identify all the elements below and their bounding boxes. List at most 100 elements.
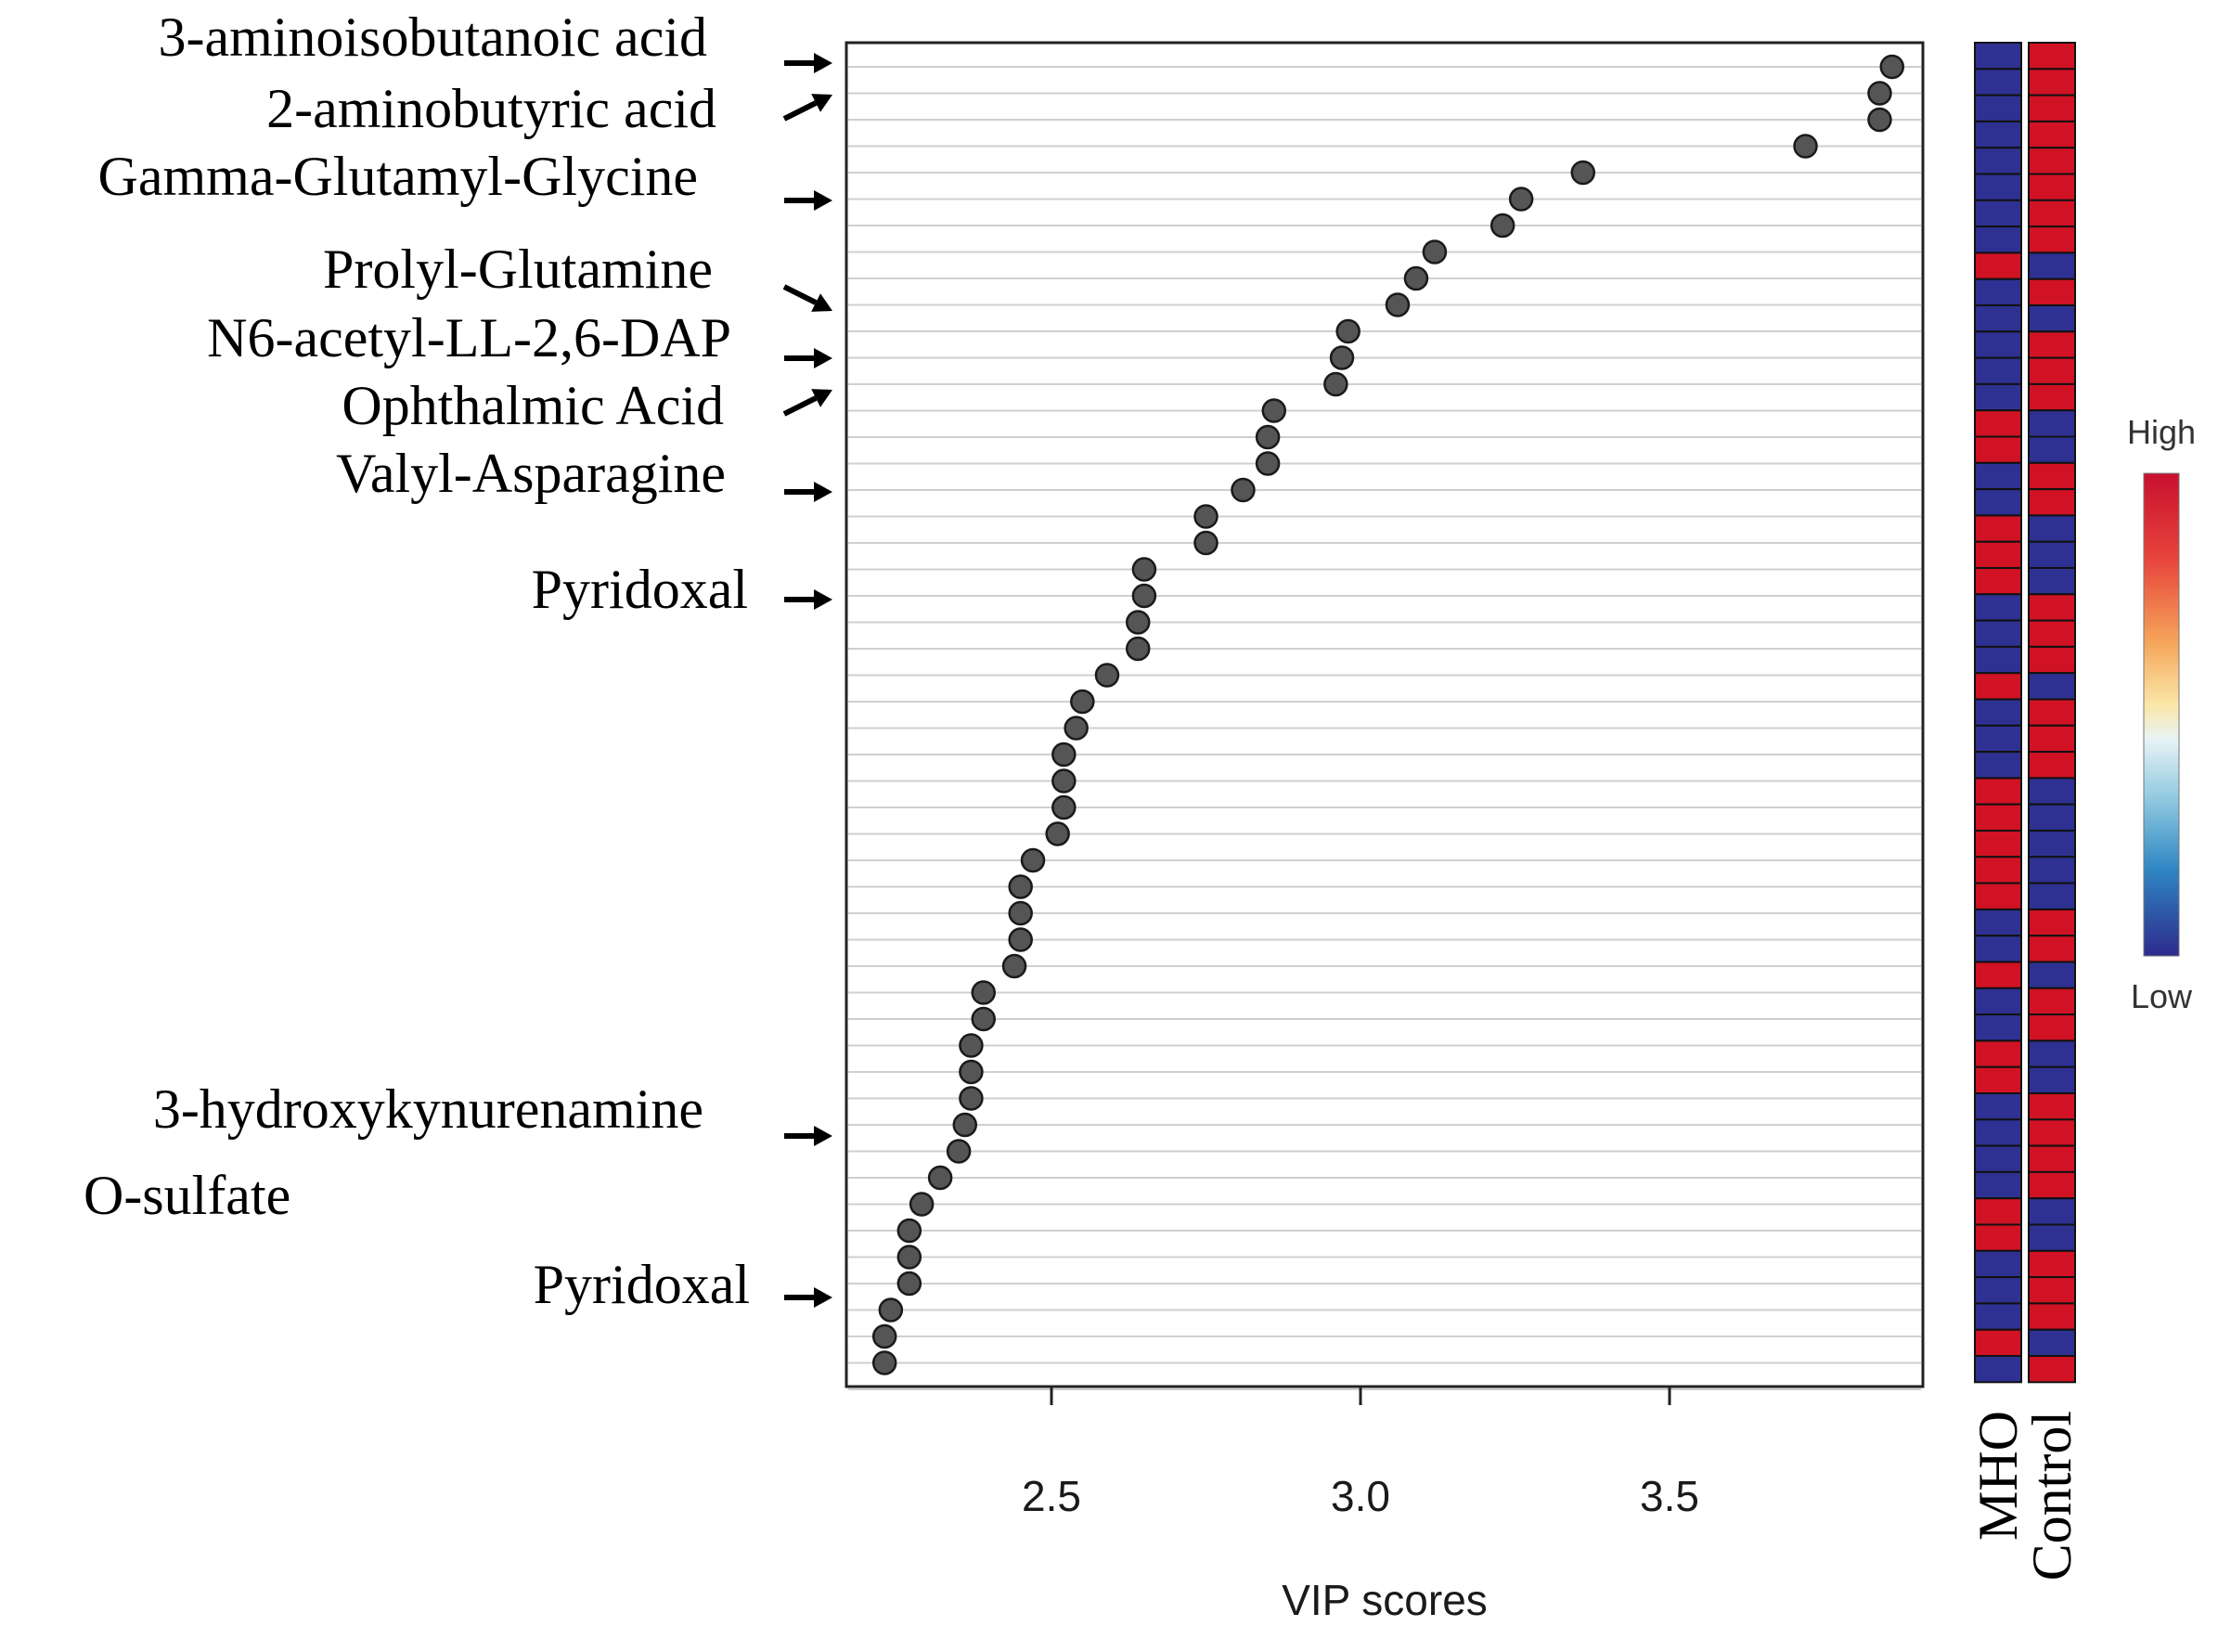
heatmap-cell [1974,567,2022,596]
heatmap-cell [1974,514,2022,543]
vip-point [1125,610,1151,635]
heatmap-cell [1974,1013,2022,1042]
heatmap-cell [2028,356,2076,385]
heatmap-cell [2028,724,2076,754]
heatmap-cell [1974,409,2022,438]
heatmap-cell [1974,1249,2022,1279]
heatmap-cell [2028,803,2076,832]
heatmap-cell [2028,461,2076,491]
heatmap-cell [2028,882,2076,910]
vip-point [871,1323,897,1349]
heatmap-cell [1974,830,2022,858]
vip-point [1329,345,1355,370]
vip-point [1051,742,1077,768]
heatmap-cell [2028,382,2076,412]
heatmap-cell [1974,777,2022,806]
heatmap-cell [1974,540,2022,570]
metabolite-label: Pyridoxal [532,559,748,620]
heatmap-cell [2028,199,2076,228]
annotation-arrow [782,389,832,417]
vip-point [1489,213,1515,239]
heatmap-cell [1974,856,2022,884]
heatmap-cell [1974,987,2022,1016]
x-ticks: 2.5 3.0 3.5 [1022,1387,1699,1520]
vip-point [871,1350,897,1375]
heatmap-cell [1974,488,2022,517]
heatmap-cell [1974,1065,2022,1094]
heatmap-cell [2028,987,2076,1016]
vip-point [1131,557,1157,582]
heatmap-cell [1974,226,2022,254]
vip-point [959,1033,984,1058]
heatmap-cell [1974,120,2022,149]
heatmap-cell [1974,147,2022,175]
heatmap-cell [2028,226,2076,254]
vip-point [1323,371,1348,397]
metabolite-label: 3-aminoisobutanoic acid [158,6,707,68]
heatmap-cell [2028,1249,2076,1279]
heatmap-cell [2028,935,2076,963]
heatmap-cell [2028,672,2076,701]
scale-high-label: High [2127,413,2196,451]
heatmap-cell [1974,751,2022,780]
vip-point [909,1192,935,1217]
metabolite-label: Prolyl-Glutamine [323,239,713,300]
group-label: Control [2021,1411,2083,1581]
annotation-arrow [784,1287,832,1308]
vip-point [896,1218,922,1244]
vip-point [1008,900,1033,926]
heatmap-cell [2028,1223,2076,1252]
vip-point [1261,398,1287,423]
heatmap-cell [1974,252,2022,280]
vip-point [1508,187,1534,212]
vip-point [971,1006,996,1032]
heatmap-cell [1974,1092,2022,1121]
annotation-arrow [784,589,832,610]
heatmap-cell [1974,304,2022,333]
vip-point [1403,265,1429,291]
vip-point [896,1245,922,1270]
heatmap-cell [1974,1144,2022,1173]
heatmap-cell [2028,277,2076,307]
vip-point [1051,768,1077,794]
x-tick-label: 3.5 [1640,1472,1699,1520]
metabolite-label: Gamma-Glutamyl-Glycine [98,146,698,207]
heatmap-cell [1974,935,2022,963]
metabolite-label: Pyridoxal [534,1254,750,1315]
heatmap-cell [1974,961,2022,989]
metabolite-label: Valyl-Asparagine [336,443,726,504]
heatmap-cell [1974,356,2022,385]
grid-lines [848,66,1921,1390]
heatmap-cell [1974,1355,2022,1384]
heatmap-cell [2028,1118,2076,1147]
heatmap-cell [2028,514,2076,543]
vip-point [1020,847,1046,873]
heatmap-cell [2028,593,2076,622]
vip-point [1008,927,1033,952]
heatmap-cell [1974,330,2022,359]
annotation-arrow [784,53,832,73]
metabolite-label: O-sulfate [84,1165,290,1226]
scale-low-label: Low [2131,977,2193,1015]
heatmap-cell [2028,409,2076,438]
heatmap-cell [2028,94,2076,123]
heatmap-cell [1974,672,2022,701]
vip-point [1008,874,1033,899]
heatmap-cell [2028,435,2076,464]
annotation-arrow [784,348,832,368]
heatmap-cell [2028,1092,2076,1121]
plot-frame [845,41,1925,1388]
heatmap-cell [2028,619,2076,648]
vip-point [1255,424,1281,450]
heatmap-cell [2028,777,2076,806]
heatmap-cell [2028,42,2076,71]
heatmap-cell [2028,540,2076,570]
heatmap-cell [1974,593,2022,622]
vip-point [971,980,996,1005]
vip-point [952,1112,978,1138]
heatmap-cell [2028,1355,2076,1384]
heatmap-cell [2028,1039,2076,1068]
heatmap-cell [2028,961,2076,989]
heatmap-cell [1974,882,2022,910]
